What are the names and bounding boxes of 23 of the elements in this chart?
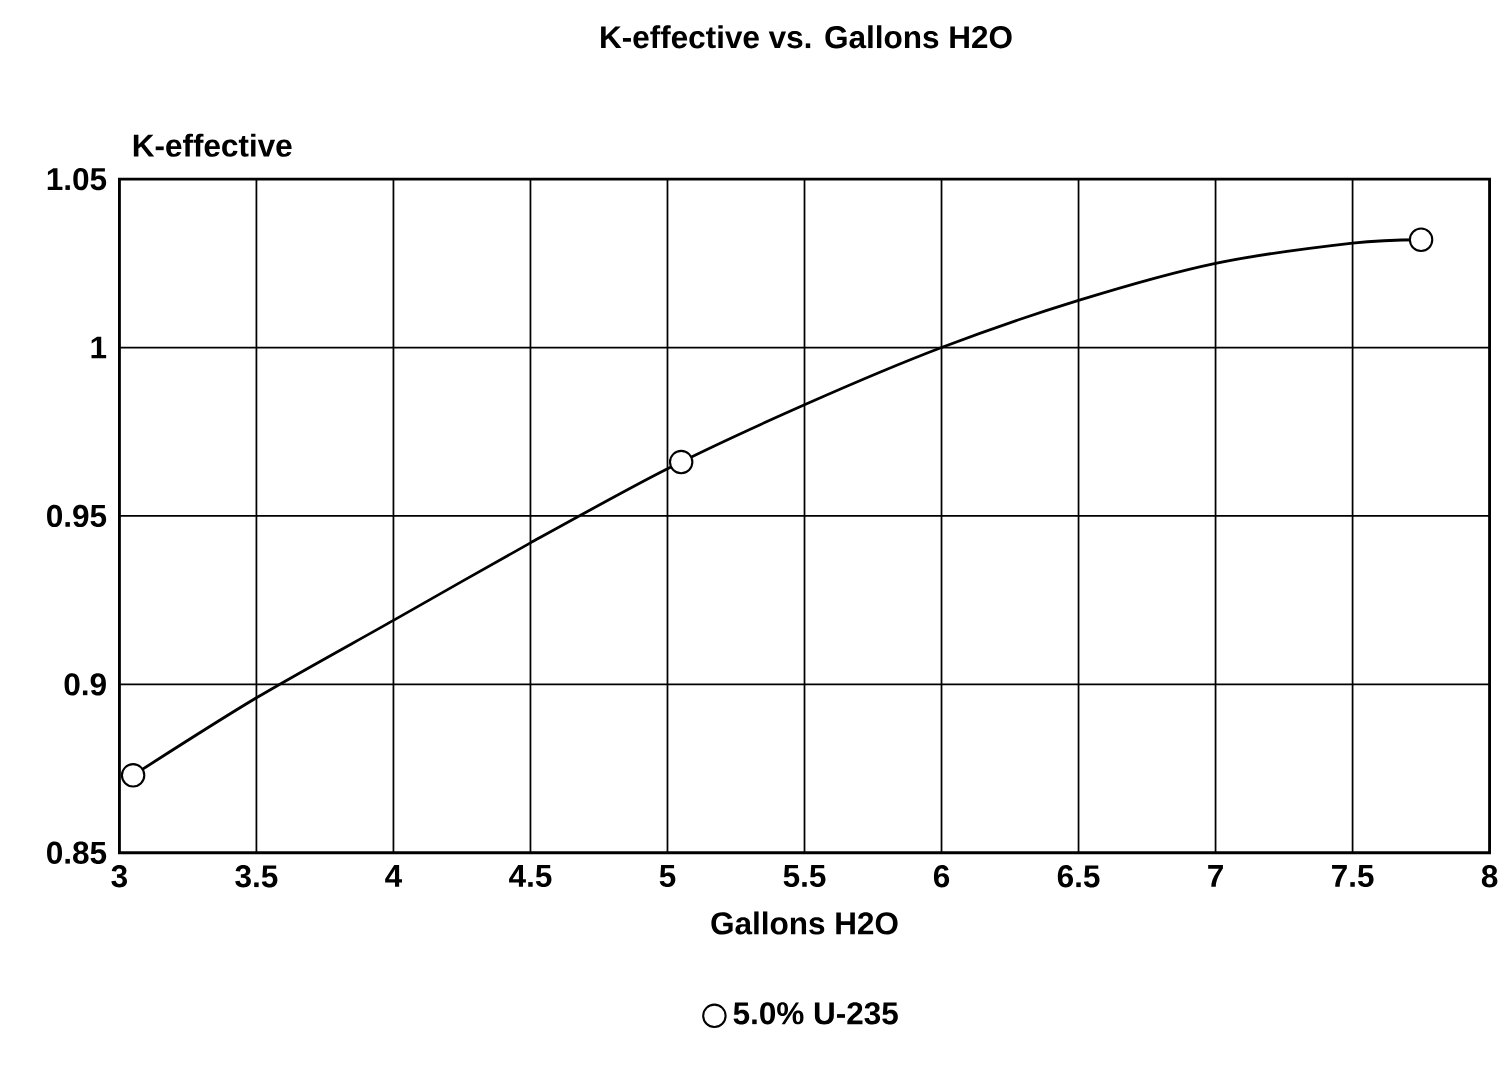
x-tick-label: 6.5: [1057, 865, 1100, 888]
x-tick-label: 7.5: [1332, 865, 1374, 888]
y-tick-label: 1.05: [47, 168, 107, 191]
x-tick-label: 7: [1208, 865, 1223, 887]
y-tick-label: 1: [91, 336, 107, 359]
x-tick-label: 3: [111, 865, 127, 888]
point: [120, 763, 146, 788]
y-tick-label: 0.9: [64, 673, 106, 696]
x-axis-title: Gallons H2O: [711, 911, 898, 935]
x-tick-label: 3.5: [235, 865, 278, 888]
point: [668, 449, 694, 475]
x-tick-label: 8: [1481, 865, 1498, 888]
point: [1408, 227, 1434, 253]
y-tick-label: 0.95: [47, 504, 107, 528]
x-tick-label: 4: [385, 865, 403, 887]
y-axis-title: K-effective: [133, 133, 292, 157]
x-tick-label: 6: [933, 865, 950, 888]
chart-title: K-effective vs. Gallons H2O: [601, 25, 1012, 49]
y-tick-label: 0.85: [47, 841, 107, 865]
x-tick-label: 5: [659, 865, 676, 888]
x-tick-label: 5.5: [783, 865, 826, 888]
x-tick-label: 4.5: [509, 865, 552, 888]
legend-label: 5.0% U-235: [733, 1002, 898, 1025]
